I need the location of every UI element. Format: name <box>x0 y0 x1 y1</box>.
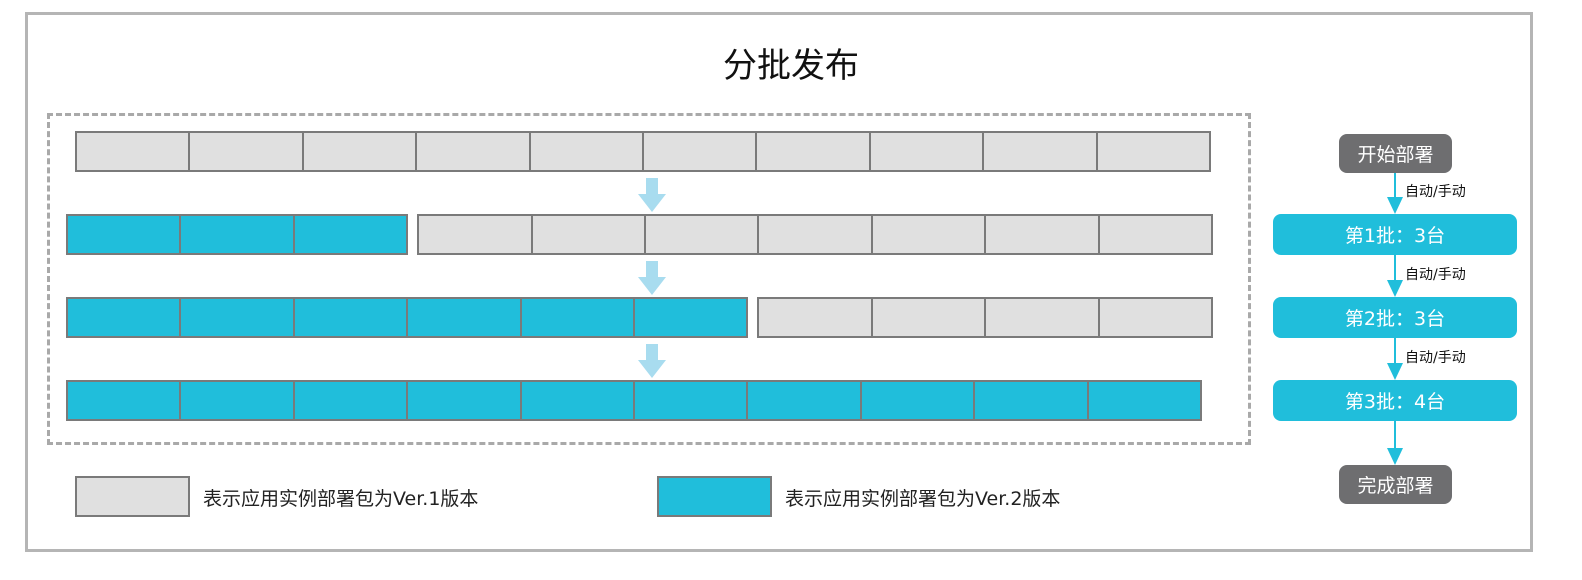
instance-v1 <box>641 131 758 172</box>
instance-v1 <box>301 131 418 172</box>
instance-v2 <box>66 214 182 255</box>
flow-arrow-icon <box>1387 338 1403 380</box>
instance-v2 <box>1086 380 1202 421</box>
flow-end-node: 完成部署 <box>1339 465 1452 504</box>
instance-v2 <box>632 297 749 338</box>
down-arrow-icon <box>638 178 666 212</box>
flow-arrow-icon <box>1387 421 1403 465</box>
instance-v1 <box>528 131 644 172</box>
instance-v2 <box>859 380 976 421</box>
instance-v2 <box>292 214 409 255</box>
instance-v2 <box>519 297 635 338</box>
flow-transition-label: 自动/手动 <box>1405 184 1466 200</box>
instance-v2 <box>179 380 295 421</box>
instance-v1 <box>188 131 304 172</box>
instance-v1 <box>757 214 873 255</box>
flow-batch-3: 第3批：4台 <box>1273 380 1517 421</box>
flow-transition-label: 自动/手动 <box>1405 350 1466 366</box>
instances-group-dashed-box <box>47 113 1251 445</box>
flow-start-node: 开始部署 <box>1339 134 1452 173</box>
instance-v1 <box>984 214 1100 255</box>
instance-v1 <box>1097 297 1213 338</box>
instance-v2 <box>179 297 295 338</box>
instance-v2 <box>66 297 182 338</box>
instance-v1 <box>530 214 646 255</box>
instance-v2 <box>519 380 635 421</box>
instance-v1 <box>868 131 985 172</box>
instance-v1 <box>757 297 873 338</box>
deployment-stage-row <box>66 297 1213 338</box>
instance-v2 <box>66 380 182 421</box>
instance-v2 <box>632 380 749 421</box>
instance-v1 <box>982 131 1098 172</box>
instance-v1 <box>755 131 871 172</box>
instance-v1 <box>870 214 987 255</box>
instance-v2 <box>746 380 862 421</box>
down-arrow-icon <box>638 344 666 378</box>
deployment-stage-row <box>66 214 1213 255</box>
flow-arrow-icon <box>1387 255 1403 297</box>
instance-v1 <box>984 297 1100 338</box>
instance-v2 <box>292 297 409 338</box>
legend-swatch-v1 <box>75 476 190 517</box>
deployment-stage-row <box>66 380 1202 421</box>
legend-label-v1: 表示应用实例部署包为Ver.1版本 <box>203 488 479 510</box>
instance-v2 <box>973 380 1089 421</box>
diagram-frame <box>25 12 1533 552</box>
instance-v1 <box>75 131 191 172</box>
deployment-stage-row <box>75 131 1211 172</box>
instance-v2 <box>406 297 522 338</box>
instance-v2 <box>292 380 409 421</box>
instance-v1 <box>870 297 987 338</box>
instance-v1 <box>415 131 531 172</box>
flow-transition-label: 自动/手动 <box>1405 267 1466 283</box>
instance-v1 <box>1097 214 1213 255</box>
instance-v1 <box>1095 131 1211 172</box>
legend-swatch-v2 <box>657 476 772 517</box>
instance-v2 <box>406 380 522 421</box>
diagram-title: 分批发布 <box>723 46 859 86</box>
flow-arrow-icon <box>1387 173 1403 214</box>
down-arrow-icon <box>638 261 666 295</box>
instance-v1 <box>643 214 760 255</box>
legend-label-v2: 表示应用实例部署包为Ver.2版本 <box>785 488 1061 510</box>
instance-v2 <box>179 214 295 255</box>
instance-v1 <box>417 214 533 255</box>
flow-batch-1: 第1批：3台 <box>1273 214 1517 255</box>
flow-batch-2: 第2批：3台 <box>1273 297 1517 338</box>
